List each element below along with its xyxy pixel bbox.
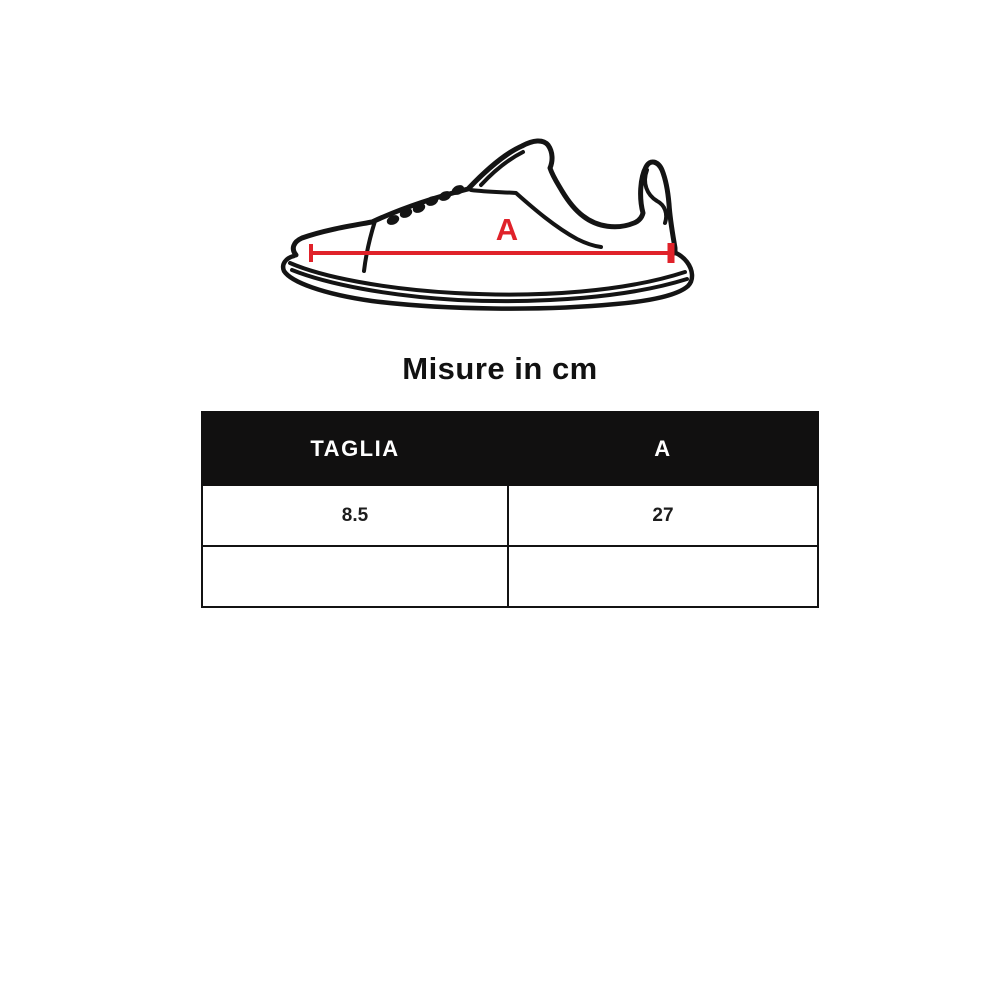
cell-taglia-empty	[201, 545, 509, 608]
sneaker-illustration	[280, 138, 695, 311]
lace-eyelets	[386, 185, 465, 225]
cell-taglia-value: 8.5	[201, 484, 509, 547]
eyelet-dot	[412, 203, 426, 213]
vamp-seam-path	[362, 219, 377, 273]
table-row: 8.5 27	[201, 484, 819, 547]
cell-a-empty	[507, 545, 819, 608]
page-title: Misure in cm	[402, 351, 598, 386]
eyelet-dot	[386, 215, 400, 225]
shoe-upper	[290, 138, 678, 273]
eyelet-dot	[451, 185, 465, 195]
heel-counter-path	[643, 168, 669, 225]
measure-label-a: A	[495, 211, 519, 247]
sole-stripe-bottom-path	[290, 268, 689, 304]
eyelet-dot	[438, 191, 452, 201]
shoe-sole	[280, 250, 695, 311]
column-header-taglia: TAGLIA	[201, 411, 509, 486]
sole-stripe-top-path	[288, 261, 687, 297]
shoe-upper-outline-path	[290, 138, 678, 258]
size-table: TAGLIA A 8.5 27	[201, 411, 819, 608]
column-header-a: A	[507, 411, 819, 486]
eyelet-dot	[399, 208, 413, 218]
sole-outer-path	[280, 250, 695, 311]
measurement-line-a	[309, 243, 675, 263]
table-row	[201, 545, 819, 608]
tongue-inner-path	[479, 150, 525, 187]
cell-a-value: 27	[507, 484, 819, 547]
quarter-panel-path	[469, 188, 603, 249]
eyelet-dot	[425, 196, 439, 206]
size-table-header-row: TAGLIA A	[201, 411, 819, 486]
